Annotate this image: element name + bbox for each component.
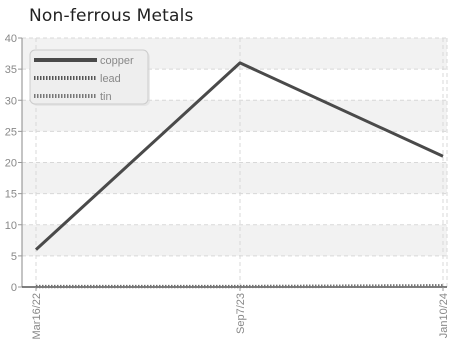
legend-label-copper: copper — [100, 55, 134, 67]
x-tick-label: Sep7/23 — [235, 293, 247, 334]
chart-title: Non-ferrous Metals — [29, 6, 194, 26]
legend: copper lead tin — [29, 49, 150, 106]
y-tick-label: 20 — [5, 158, 17, 170]
series-line-copper — [34, 61, 444, 251]
y-tick-label: 5 — [11, 251, 17, 263]
y-tick-label: 10 — [5, 220, 17, 232]
plot-band — [22, 224, 447, 256]
x-axis-ticks: Mar16/22 Sep7/23 Jan10/24 — [31, 287, 450, 339]
y-tick-label: 15 — [5, 189, 17, 201]
y-tick-label: 0 — [11, 282, 17, 294]
y-tick-label: 35 — [5, 64, 17, 76]
series-lines — [34, 61, 444, 289]
legend-label-lead: lead — [100, 73, 121, 85]
y-tick-label: 30 — [5, 95, 17, 107]
legend-label-tin: tin — [100, 91, 112, 103]
x-tick-label: Mar16/22 — [31, 293, 43, 339]
y-tick-label: 40 — [5, 33, 17, 45]
x-tick-label: Jan10/24 — [438, 293, 450, 338]
y-axis-ticks: 0 5 10 15 20 25 30 35 40 — [5, 33, 22, 294]
plot-band — [22, 162, 447, 194]
y-tick-label: 25 — [5, 126, 17, 138]
